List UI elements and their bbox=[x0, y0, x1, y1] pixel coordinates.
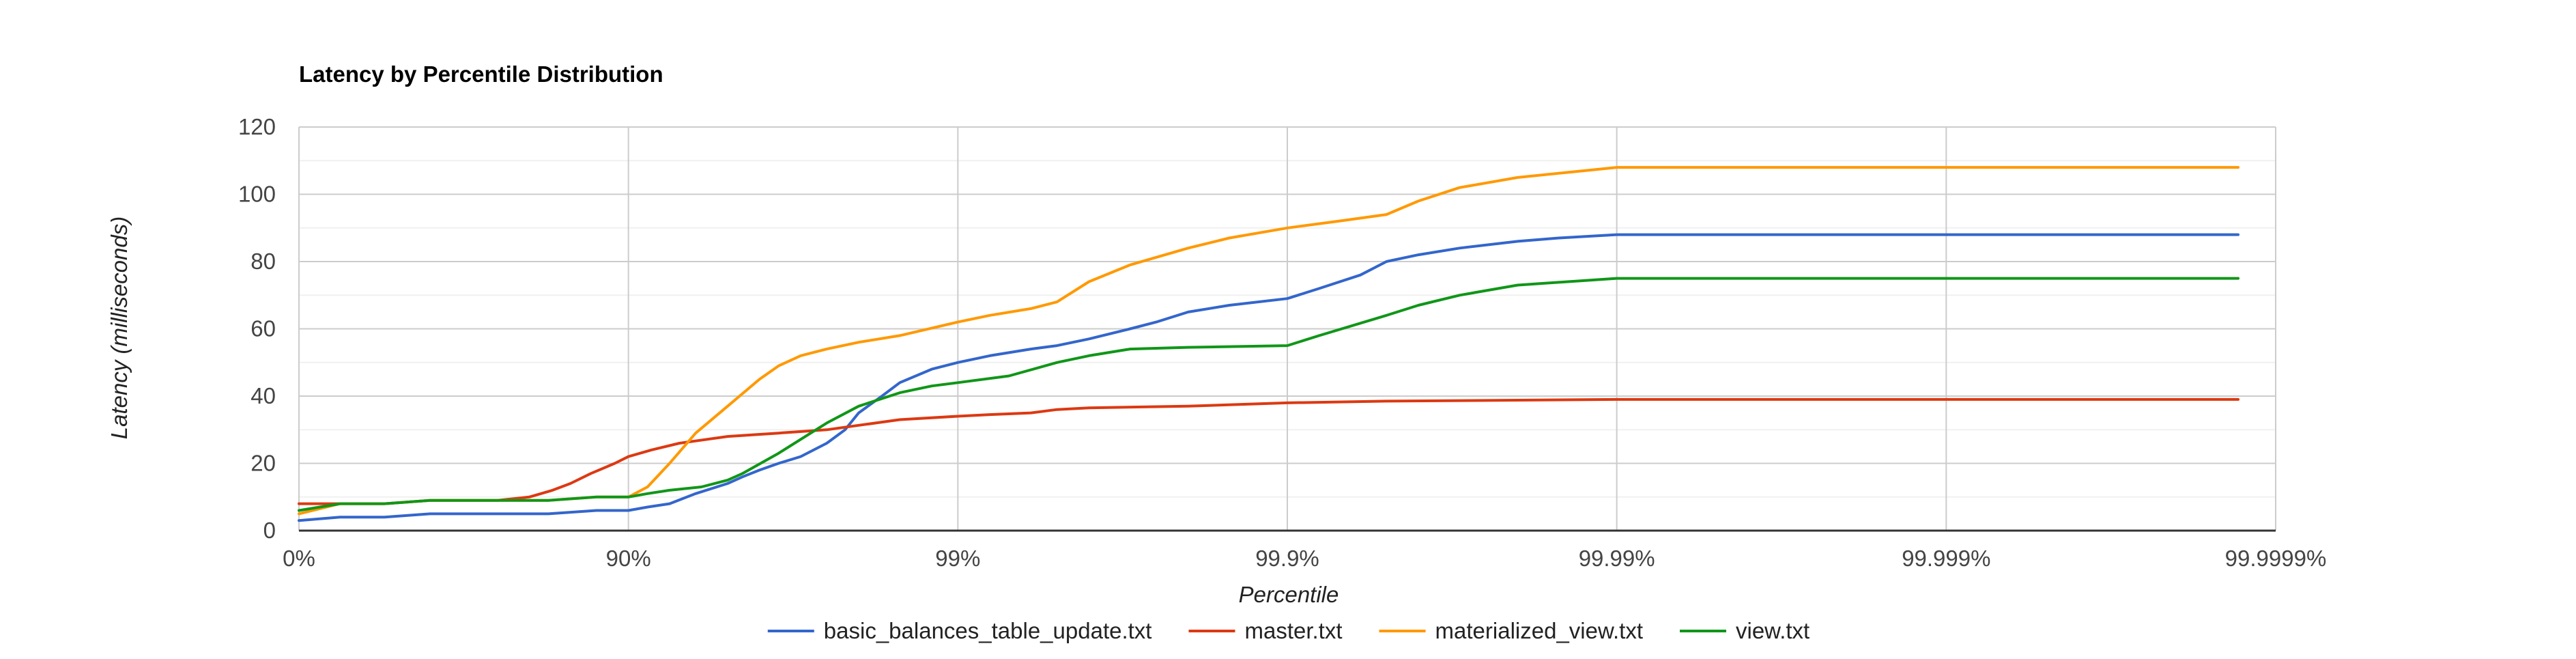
y-tick-label: 100 bbox=[238, 182, 276, 207]
chart-title: Latency by Percentile Distribution bbox=[299, 61, 663, 87]
x-tick-label: 0% bbox=[283, 546, 315, 571]
x-tick-label: 99.99% bbox=[1579, 546, 1655, 571]
x-tick-label: 99.999% bbox=[1902, 546, 1990, 571]
legend-label-master-txt: master.txt bbox=[1244, 618, 1342, 643]
legend-label-view-txt: view.txt bbox=[1736, 618, 1809, 643]
x-tick-label: 99.9% bbox=[1255, 546, 1319, 571]
y-tick-label: 80 bbox=[251, 249, 276, 274]
series-line-basic-balances-table-update-txt bbox=[298, 233, 2239, 522]
axes: 0 20 40 60 80 100 120 0% 90% 99% 99.9% 99.99% 99.999… bbox=[238, 114, 2326, 571]
legend-label-basic-balances-table-update-txt: basic_balances_table_update.txt bbox=[824, 618, 1152, 643]
series-line-master-txt bbox=[298, 397, 2239, 505]
y-tick-label: 60 bbox=[251, 316, 276, 341]
y-tick-label: 0 bbox=[263, 518, 276, 543]
y-tick-label: 40 bbox=[251, 383, 276, 408]
y-tick-label: 120 bbox=[238, 114, 276, 139]
y-axis-title: Latency (milliseconds) bbox=[106, 216, 132, 439]
series-line-view-txt bbox=[298, 277, 2239, 512]
series-line-materialized-view-txt bbox=[298, 166, 2239, 516]
legend: basic_balances_table_update.txt master.tx… bbox=[767, 618, 1809, 643]
series-lines bbox=[298, 166, 2239, 522]
legend-label-materialized-view-txt: materialized_view.txt bbox=[1435, 618, 1643, 643]
x-tick-label: 99.9999% bbox=[2225, 546, 2327, 571]
x-tick-label: 99% bbox=[935, 546, 980, 571]
x-axis-title: Percentile bbox=[1239, 582, 1339, 607]
y-tick-label: 20 bbox=[251, 451, 276, 476]
x-tick-label: 90% bbox=[606, 546, 651, 571]
